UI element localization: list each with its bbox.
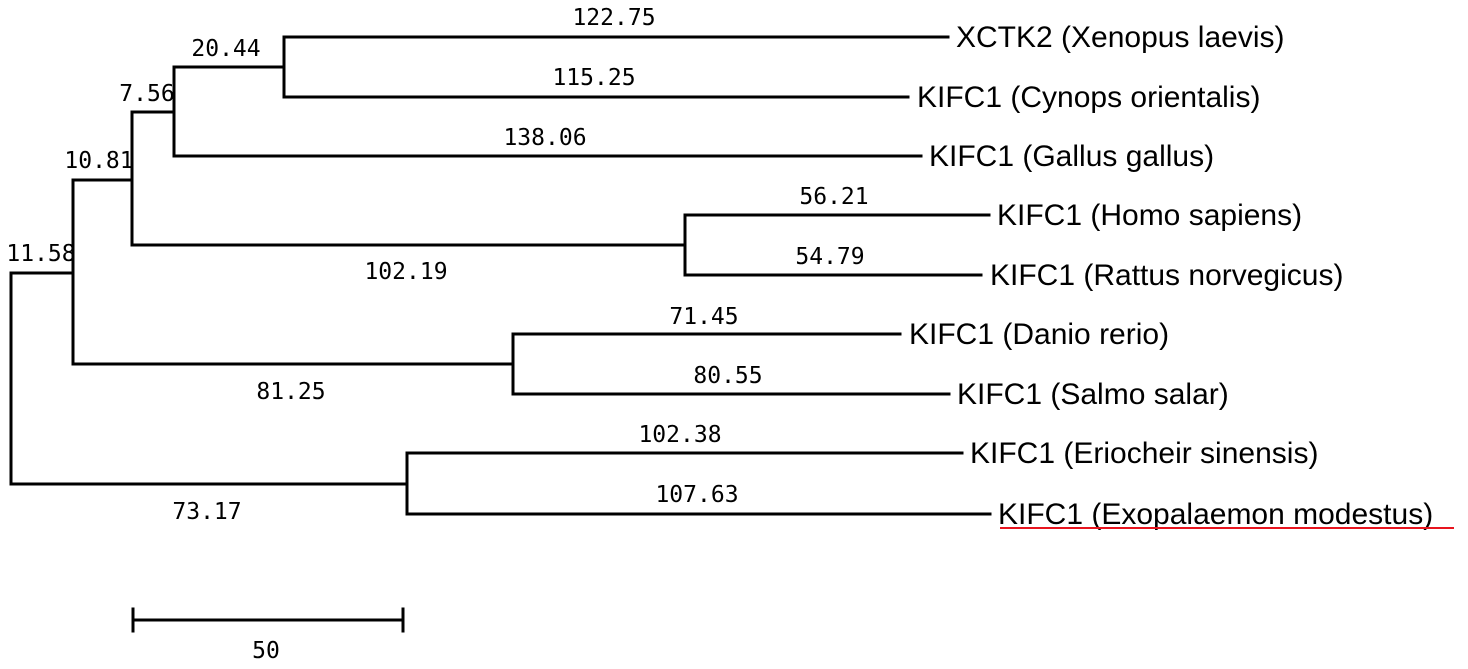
taxon-label-eriocheir: KIFC1 (Eriocheir sinensis) (970, 437, 1318, 470)
taxon-label-salmo: KIFC1 (Salmo salar) (957, 378, 1229, 411)
taxon-label-xenopus: XCTK2 (Xenopus laevis) (956, 21, 1284, 54)
branch-length-crustacean-clade: 73.17 (172, 499, 241, 525)
branch-length-cynops: 115.25 (552, 65, 635, 91)
branch-length-vertebrate-clade: 11.58 (6, 241, 75, 267)
branch-length-xenopus: 122.75 (572, 5, 655, 31)
branch-length-fish-clade: 81.25 (256, 379, 325, 405)
taxon-label-rattus: KIFC1 (Rattus norvegicus) (990, 259, 1343, 292)
branch-length-bird-amphib-clade: 7.56 (119, 81, 174, 107)
branch-length-xen-cyn-clade: 20.44 (191, 36, 260, 62)
taxon-label-gallus: KIFC1 (Gallus gallus) (929, 140, 1214, 173)
branch-length-mammal-clade: 102.19 (364, 259, 447, 285)
branch-length-rattus: 54.79 (795, 244, 864, 270)
branch-length-exopalaemon: 107.63 (655, 482, 738, 508)
taxon-label-danio: KIFC1 (Danio rerio) (909, 318, 1169, 351)
branch-length-gallus: 138.06 (503, 125, 586, 151)
taxon-label-exopalaemon: KIFC1 (Exopalaemon modestus) (998, 498, 1433, 531)
taxon-label-homo: KIFC1 (Homo sapiens) (997, 199, 1302, 232)
branch-length-salmo: 80.55 (693, 363, 762, 389)
branch-length-eriocheir: 102.38 (638, 422, 721, 448)
scale-bar-label: 50 (252, 638, 280, 664)
taxon-label-cynops: KIFC1 (Cynops orientalis) (917, 81, 1260, 114)
branch-length-tetrapod-clade: 10.81 (64, 148, 133, 174)
branch-length-homo: 56.21 (799, 184, 868, 210)
branch-length-danio: 71.45 (669, 304, 738, 330)
